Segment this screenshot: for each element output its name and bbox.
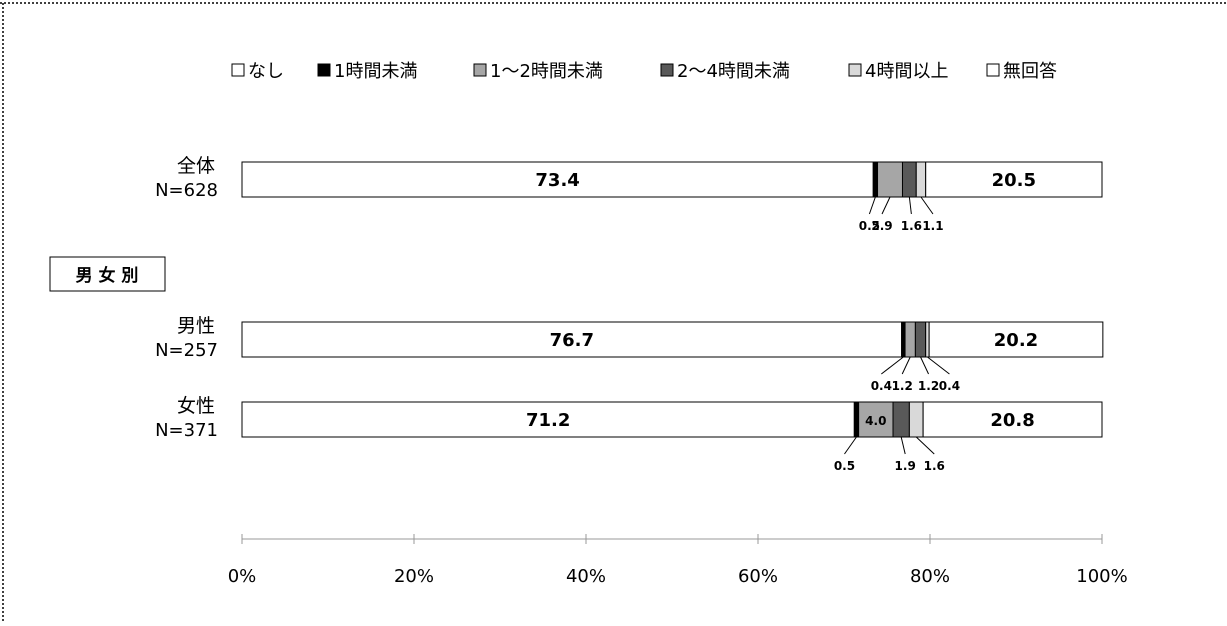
- data-label: 1.1: [922, 219, 943, 233]
- category-labels: 全体 N=628 男性 N=257 女性 N=371: [155, 155, 218, 441]
- bar-segment: [901, 321, 906, 358]
- data-label: 1.6: [901, 219, 922, 233]
- leader-line: [844, 436, 857, 455]
- x-tick-label: 80%: [910, 566, 950, 587]
- data-label: 0.4: [939, 379, 960, 393]
- legend-swatch: [473, 63, 487, 77]
- legend-label: 無回答: [1003, 61, 1057, 82]
- bar-segment: [853, 401, 860, 438]
- leader-line: [881, 356, 904, 375]
- legend-label: 2～4時間未満: [677, 61, 790, 82]
- leader-line: [908, 196, 912, 215]
- legend-label: 1時間未満: [334, 61, 417, 82]
- leader-line: [920, 196, 934, 215]
- value-labels: 73.4 20.50.52.9 1.6 1.176.7 20.20.4 1.2 1.2 0.4…: [526, 170, 1038, 473]
- data-label: 71.2: [526, 410, 570, 431]
- x-tick-label: 40%: [566, 566, 606, 587]
- bar-segment: [877, 161, 903, 198]
- data-label: 20.5: [992, 170, 1036, 191]
- group-label: 男 女 別: [76, 265, 139, 286]
- x-tick-label: 0%: [228, 566, 257, 587]
- data-label: 1.9: [895, 459, 916, 473]
- legend-swatch: [660, 63, 674, 77]
- category-label: 全体: [177, 155, 215, 177]
- leader-line: [900, 436, 906, 455]
- category-label: 女性: [177, 395, 215, 417]
- data-label: 0.4: [871, 379, 892, 393]
- group-label-box: 男 女 別: [49, 256, 166, 292]
- leader-line: [927, 356, 950, 375]
- leader-line: [881, 196, 891, 215]
- bar-segment: [872, 161, 879, 198]
- data-label: 1.2: [892, 379, 913, 393]
- data-label: 0.5: [859, 219, 880, 233]
- x-tick-label: 60%: [738, 566, 778, 587]
- leader-line: [868, 196, 876, 215]
- category-sublabel: N=628: [155, 180, 218, 201]
- bar-segment: [892, 401, 910, 438]
- data-label: 76.7: [550, 330, 594, 351]
- leader-line: [915, 436, 935, 455]
- data-label: 20.2: [994, 330, 1038, 351]
- bar-segment: [915, 161, 927, 198]
- data-label: 4.0: [865, 414, 886, 428]
- bar-segment: [928, 321, 1104, 358]
- legend-swatch: [986, 63, 1000, 77]
- bar-segment: [901, 161, 917, 198]
- legend-label: 1～2時間未満: [490, 61, 603, 82]
- x-axis: 0% 20% 40% 60% 80% 100%: [228, 534, 1128, 587]
- data-label: 20.8: [990, 410, 1034, 431]
- legend-label: 4時間以上: [865, 61, 948, 82]
- group-label-border: [49, 256, 166, 292]
- category-sublabel: N=257: [155, 340, 218, 361]
- data-label: 73.4: [535, 170, 579, 191]
- category-label: 男性: [177, 315, 215, 337]
- x-tick-label: 20%: [394, 566, 434, 587]
- bar-segment: [908, 401, 924, 438]
- data-label: 1.6: [924, 459, 945, 473]
- bar-segment: [904, 321, 916, 358]
- bars: [241, 161, 1104, 438]
- x-tick-label: 100%: [1076, 566, 1127, 587]
- bar-segment: [241, 401, 855, 438]
- legend-label: なし: [248, 61, 284, 82]
- category-sublabel: N=371: [155, 420, 218, 441]
- leader-line: [901, 356, 911, 375]
- bar-segment: [241, 161, 874, 198]
- bar-segment: [925, 161, 1103, 198]
- leader-line: [920, 356, 929, 375]
- bar-segment: [925, 321, 930, 358]
- legend-swatch: [848, 63, 862, 77]
- data-label: 1.2: [918, 379, 939, 393]
- data-label: 2.9: [871, 219, 892, 233]
- bar-segment: [922, 401, 1103, 438]
- legend-swatch: [317, 63, 331, 77]
- data-label: 0.5: [834, 459, 855, 473]
- bar-segment: [914, 321, 927, 358]
- legend-swatch: [231, 63, 245, 77]
- legend: なし 1時間未満 1～2時間未満 2～4時間未満 4時間以上 無回答: [231, 61, 1057, 82]
